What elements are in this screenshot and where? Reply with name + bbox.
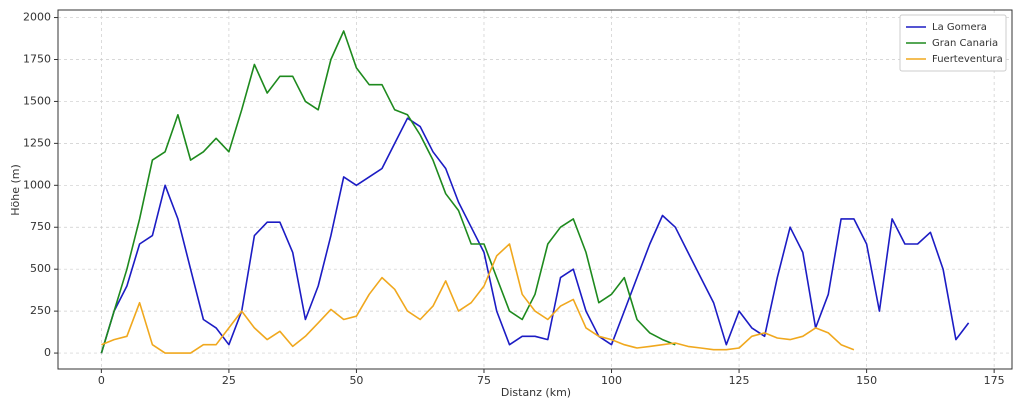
x-axis-label: Distanz (km): [501, 386, 571, 399]
x-tick-label: 150: [856, 374, 877, 387]
x-tick-label: 100: [601, 374, 622, 387]
x-tick-label: 0: [98, 374, 105, 387]
series-line: [101, 243, 855, 354]
x-tick-label: 175: [984, 374, 1005, 387]
y-tick-label: 500: [30, 262, 51, 275]
y-axis-label: Höhe (m): [9, 164, 22, 216]
x-tick-label: 75: [477, 374, 491, 387]
y-tick-label: 1000: [23, 178, 51, 191]
y-tick-label: 750: [30, 220, 51, 233]
legend-label: La Gomera: [932, 22, 987, 33]
legend-label: Fuerteventura: [932, 54, 1003, 65]
y-tick-label: 250: [30, 304, 51, 317]
x-tick-label: 125: [729, 374, 750, 387]
y-tick-label: 1500: [23, 94, 51, 107]
y-tick-label: 1250: [23, 136, 51, 149]
series-line: [100, 30, 676, 354]
y-tick-label: 1750: [23, 52, 51, 65]
x-tick-label: 50: [349, 374, 363, 387]
series-line: [100, 117, 970, 354]
y-tick-label: 2000: [23, 11, 51, 24]
y-tick-label: 0: [44, 346, 51, 359]
plot-frame: [57, 9, 1013, 370]
legend-box: [899, 14, 1007, 72]
legend-label: Gran Canaria: [932, 38, 998, 49]
x-tick-label: 25: [222, 374, 236, 387]
